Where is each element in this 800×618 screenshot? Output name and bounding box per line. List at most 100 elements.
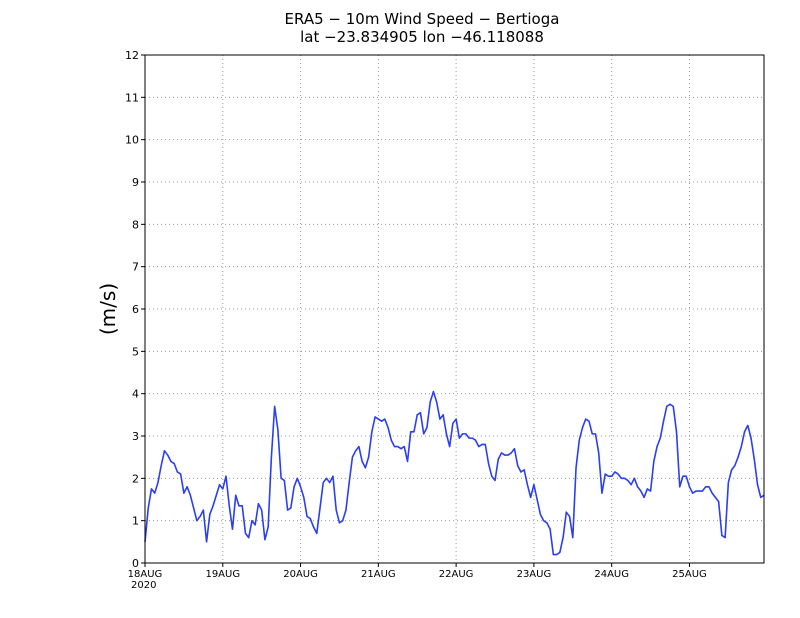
data-point xyxy=(364,467,366,469)
data-point xyxy=(533,484,535,486)
data-point xyxy=(368,456,370,458)
data-point xyxy=(575,467,577,469)
data-point xyxy=(319,507,321,509)
data-point xyxy=(760,496,762,498)
data-point xyxy=(465,433,467,435)
data-point xyxy=(439,418,441,420)
data-point xyxy=(406,460,409,462)
data-point xyxy=(202,509,204,511)
data-point xyxy=(555,553,558,556)
data-point xyxy=(646,488,648,490)
data-point xyxy=(380,420,383,422)
data-point xyxy=(176,471,179,473)
series-layer xyxy=(144,390,765,556)
data-point xyxy=(591,433,593,435)
data-point xyxy=(653,460,655,462)
data-point xyxy=(228,505,230,507)
data-point xyxy=(695,490,697,492)
data-point xyxy=(332,475,334,477)
x-tick-label: 18AUG xyxy=(128,569,163,580)
data-point xyxy=(624,477,626,479)
data-point xyxy=(708,486,710,488)
data-point xyxy=(675,431,678,433)
data-point xyxy=(530,496,532,498)
data-point xyxy=(520,471,522,473)
data-point xyxy=(747,424,749,427)
data-point xyxy=(293,486,295,488)
data-point xyxy=(183,492,185,494)
x-tick-label: 25AUG xyxy=(672,569,707,580)
data-point xyxy=(238,505,240,507)
data-point xyxy=(510,452,512,454)
data-point xyxy=(539,513,541,515)
data-point xyxy=(458,437,460,439)
data-point xyxy=(264,539,266,541)
data-point xyxy=(393,445,396,448)
data-point xyxy=(468,437,470,439)
data-point xyxy=(419,412,422,414)
data-point xyxy=(536,498,538,501)
data-point xyxy=(594,433,597,435)
y-tick-label: 8 xyxy=(132,218,139,231)
data-point xyxy=(701,490,704,492)
data-point xyxy=(218,484,221,486)
data-point xyxy=(666,405,668,407)
data-point xyxy=(377,418,379,420)
data-point xyxy=(643,496,645,498)
x-tick-label: 23AUG xyxy=(517,569,552,580)
data-point xyxy=(445,433,447,435)
data-point xyxy=(452,422,454,424)
data-point xyxy=(637,486,639,488)
data-point xyxy=(374,416,376,418)
data-point xyxy=(740,445,742,448)
y-tick-label: 10 xyxy=(125,134,139,147)
data-point xyxy=(261,509,263,511)
data-point xyxy=(562,537,564,539)
data-point xyxy=(432,390,435,393)
data-point xyxy=(335,509,337,511)
data-point xyxy=(387,426,389,429)
data-point xyxy=(442,414,444,416)
data-point xyxy=(244,532,247,534)
data-point xyxy=(627,479,629,482)
data-point xyxy=(546,522,548,524)
y-tick-label: 7 xyxy=(132,261,139,274)
data-point xyxy=(578,439,580,441)
data-point xyxy=(598,452,600,454)
y-tick-label: 12 xyxy=(125,49,139,62)
data-point xyxy=(513,448,516,450)
data-point xyxy=(397,445,399,448)
data-point xyxy=(714,496,716,498)
data-point xyxy=(718,501,720,503)
x-tick-label: 20AUG xyxy=(283,569,318,580)
data-point xyxy=(423,433,425,435)
data-point xyxy=(358,445,360,448)
data-point xyxy=(186,486,188,488)
data-point xyxy=(455,418,457,420)
data-point xyxy=(737,456,739,458)
data-point xyxy=(698,490,700,492)
data-point xyxy=(487,462,490,465)
data-point xyxy=(730,469,733,471)
data-point xyxy=(572,537,574,539)
data-point xyxy=(526,484,529,486)
data-point xyxy=(306,515,308,518)
data-point xyxy=(384,418,386,420)
data-point xyxy=(361,460,363,462)
data-point xyxy=(640,490,642,492)
data-point xyxy=(500,452,503,454)
data-point xyxy=(316,532,318,534)
data-point xyxy=(449,445,451,448)
data-point xyxy=(474,439,477,441)
data-point xyxy=(270,456,272,458)
data-point xyxy=(196,520,198,522)
data-point xyxy=(565,511,567,513)
y-tick-label: 6 xyxy=(132,303,139,316)
data-point xyxy=(685,475,687,477)
data-point xyxy=(157,481,159,484)
data-point xyxy=(150,488,153,490)
y-tick-label: 11 xyxy=(125,91,139,104)
data-point xyxy=(494,479,496,482)
